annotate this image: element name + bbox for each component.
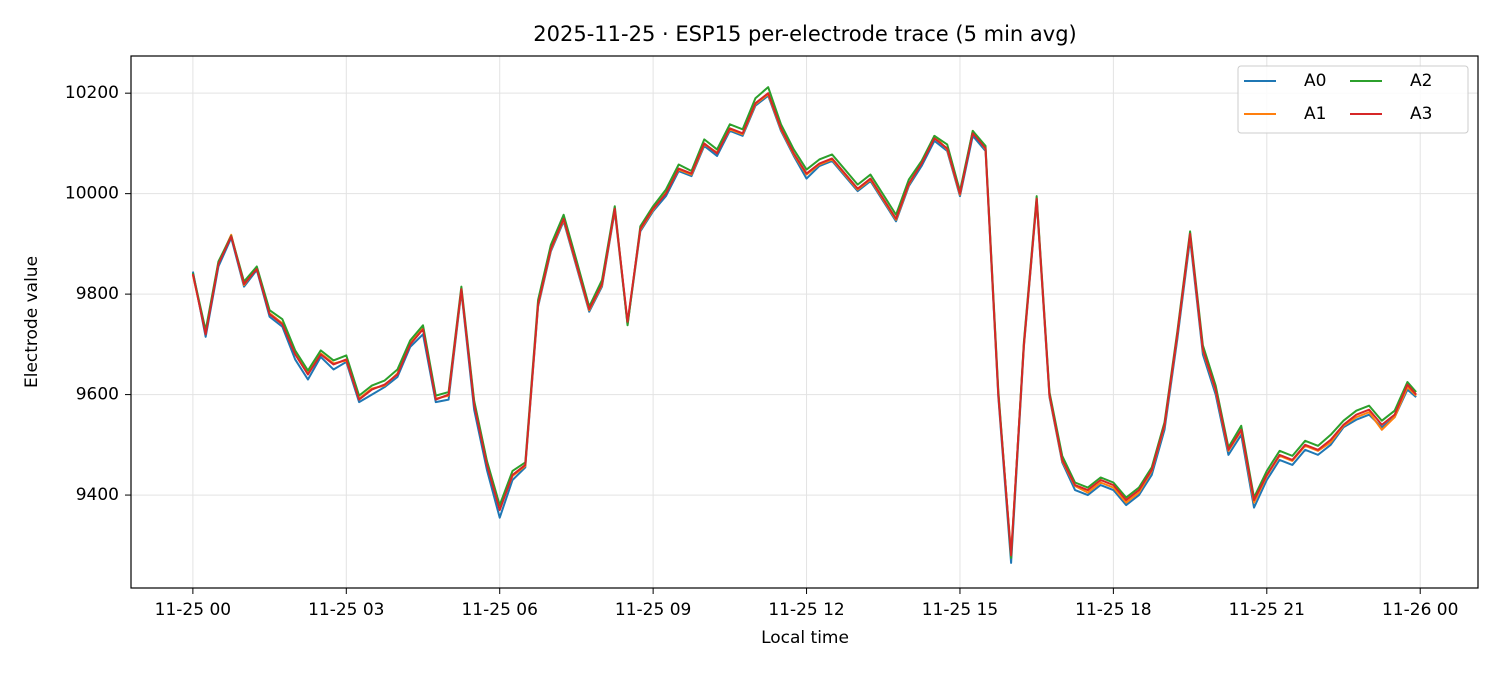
series-line	[191, 86, 1417, 559]
x-tick-label: 11-25 00	[155, 600, 231, 620]
legend-label: A0	[1304, 71, 1326, 91]
x-tick-label: 11-25 09	[615, 600, 691, 620]
y-axis-label: Electrode value	[22, 256, 42, 388]
x-tick-label: 11-26 00	[1382, 600, 1458, 620]
y-tick-label: 10200	[65, 83, 119, 103]
series-line	[191, 93, 1417, 556]
legend-label: A2	[1410, 71, 1432, 91]
x-tick-label: 11-25 06	[461, 600, 537, 620]
legend-label: A1	[1304, 104, 1326, 124]
y-tick-label: 9400	[76, 485, 119, 505]
y-tick-label: 9600	[76, 385, 119, 405]
legend-label: A3	[1410, 104, 1432, 124]
x-tick-label: 11-25 12	[768, 600, 844, 620]
y-tick-label: 9800	[76, 284, 119, 304]
x-tick-label: 11-25 18	[1075, 600, 1151, 620]
x-axis-label: Local time	[761, 628, 849, 648]
x-tick-label: 11-25 03	[308, 600, 384, 620]
legend-box	[1237, 65, 1469, 134]
plot-frame	[130, 55, 1479, 589]
x-tick-label: 11-25 15	[922, 600, 998, 620]
y-tick-label: 10000	[65, 184, 119, 204]
x-tick-label: 11-25 21	[1229, 600, 1305, 620]
series-line	[191, 92, 1417, 557]
chart-title: 2025-11-25 · ESP15 per-electrode trace (…	[533, 22, 1076, 46]
